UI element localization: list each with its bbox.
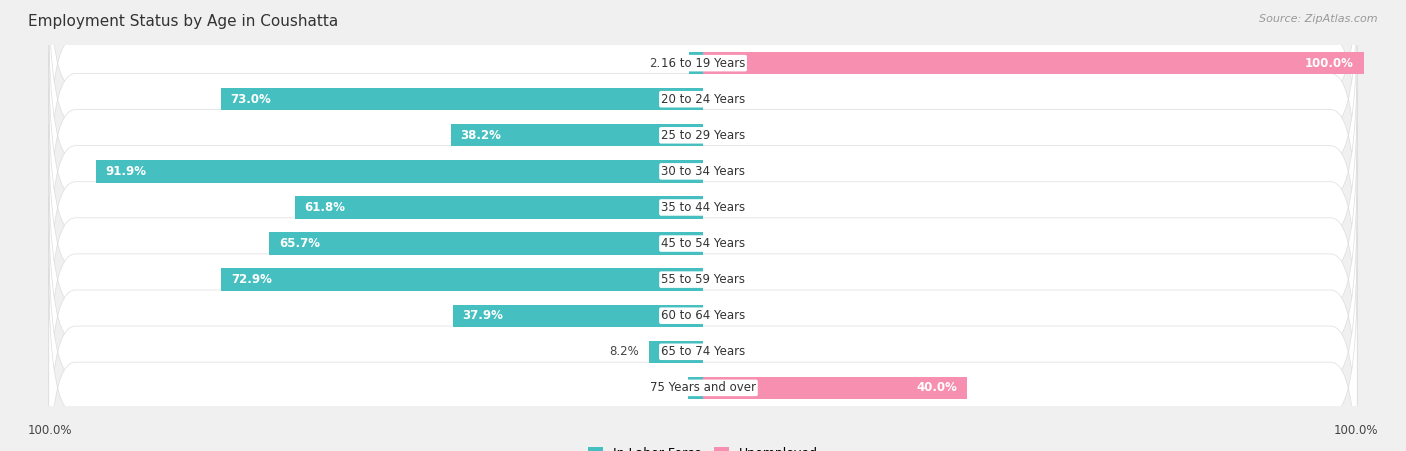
Text: 100.0%: 100.0% xyxy=(1305,57,1354,69)
Bar xyxy=(269,232,703,255)
Bar xyxy=(221,88,703,110)
Text: 73.0%: 73.0% xyxy=(231,93,271,106)
FancyBboxPatch shape xyxy=(49,197,1357,434)
Text: 35 to 44 Years: 35 to 44 Years xyxy=(661,201,745,214)
Text: 0.0%: 0.0% xyxy=(713,129,742,142)
Text: 0.0%: 0.0% xyxy=(713,93,742,106)
Text: 0.0%: 0.0% xyxy=(713,201,742,214)
Text: 61.8%: 61.8% xyxy=(305,201,346,214)
Bar xyxy=(648,341,703,363)
Text: 37.9%: 37.9% xyxy=(463,309,503,322)
Bar xyxy=(689,377,703,399)
Text: 91.9%: 91.9% xyxy=(105,165,146,178)
Text: 0.0%: 0.0% xyxy=(713,237,742,250)
Text: 20 to 24 Years: 20 to 24 Years xyxy=(661,93,745,106)
FancyBboxPatch shape xyxy=(49,125,1357,362)
Text: 40.0%: 40.0% xyxy=(917,382,957,394)
Bar xyxy=(96,160,703,183)
Bar xyxy=(689,52,703,74)
Text: 0.0%: 0.0% xyxy=(713,309,742,322)
Text: 8.2%: 8.2% xyxy=(609,345,638,358)
FancyBboxPatch shape xyxy=(49,89,1357,326)
Text: 25 to 29 Years: 25 to 29 Years xyxy=(661,129,745,142)
FancyBboxPatch shape xyxy=(49,269,1357,451)
FancyBboxPatch shape xyxy=(49,17,1357,254)
FancyBboxPatch shape xyxy=(49,161,1357,398)
Text: 45 to 54 Years: 45 to 54 Years xyxy=(661,237,745,250)
FancyBboxPatch shape xyxy=(49,0,1357,182)
Bar xyxy=(295,196,703,219)
Legend: In Labor Force, Unemployed: In Labor Force, Unemployed xyxy=(583,442,823,451)
Text: 60 to 64 Years: 60 to 64 Years xyxy=(661,309,745,322)
Text: 65.7%: 65.7% xyxy=(278,237,319,250)
Text: 65 to 74 Years: 65 to 74 Years xyxy=(661,345,745,358)
Bar xyxy=(450,124,703,147)
Text: 0.0%: 0.0% xyxy=(713,165,742,178)
Text: 0.0%: 0.0% xyxy=(713,273,742,286)
Text: 0.0%: 0.0% xyxy=(713,345,742,358)
FancyBboxPatch shape xyxy=(49,0,1357,218)
Bar xyxy=(703,377,967,399)
Text: 100.0%: 100.0% xyxy=(28,424,73,437)
Text: 72.9%: 72.9% xyxy=(231,273,271,286)
Text: Source: ZipAtlas.com: Source: ZipAtlas.com xyxy=(1260,14,1378,23)
Text: 55 to 59 Years: 55 to 59 Years xyxy=(661,273,745,286)
Text: 30 to 34 Years: 30 to 34 Years xyxy=(661,165,745,178)
Bar xyxy=(453,304,703,327)
Text: 2.2%: 2.2% xyxy=(648,382,679,394)
Text: 100.0%: 100.0% xyxy=(1333,424,1378,437)
Bar xyxy=(703,52,1364,74)
Text: 38.2%: 38.2% xyxy=(461,129,502,142)
Text: 16 to 19 Years: 16 to 19 Years xyxy=(661,57,745,69)
Text: Employment Status by Age in Coushatta: Employment Status by Age in Coushatta xyxy=(28,14,339,28)
Text: 2.1%: 2.1% xyxy=(650,57,679,69)
FancyBboxPatch shape xyxy=(49,233,1357,451)
Text: 75 Years and over: 75 Years and over xyxy=(650,382,756,394)
Bar xyxy=(221,268,703,291)
FancyBboxPatch shape xyxy=(49,53,1357,290)
